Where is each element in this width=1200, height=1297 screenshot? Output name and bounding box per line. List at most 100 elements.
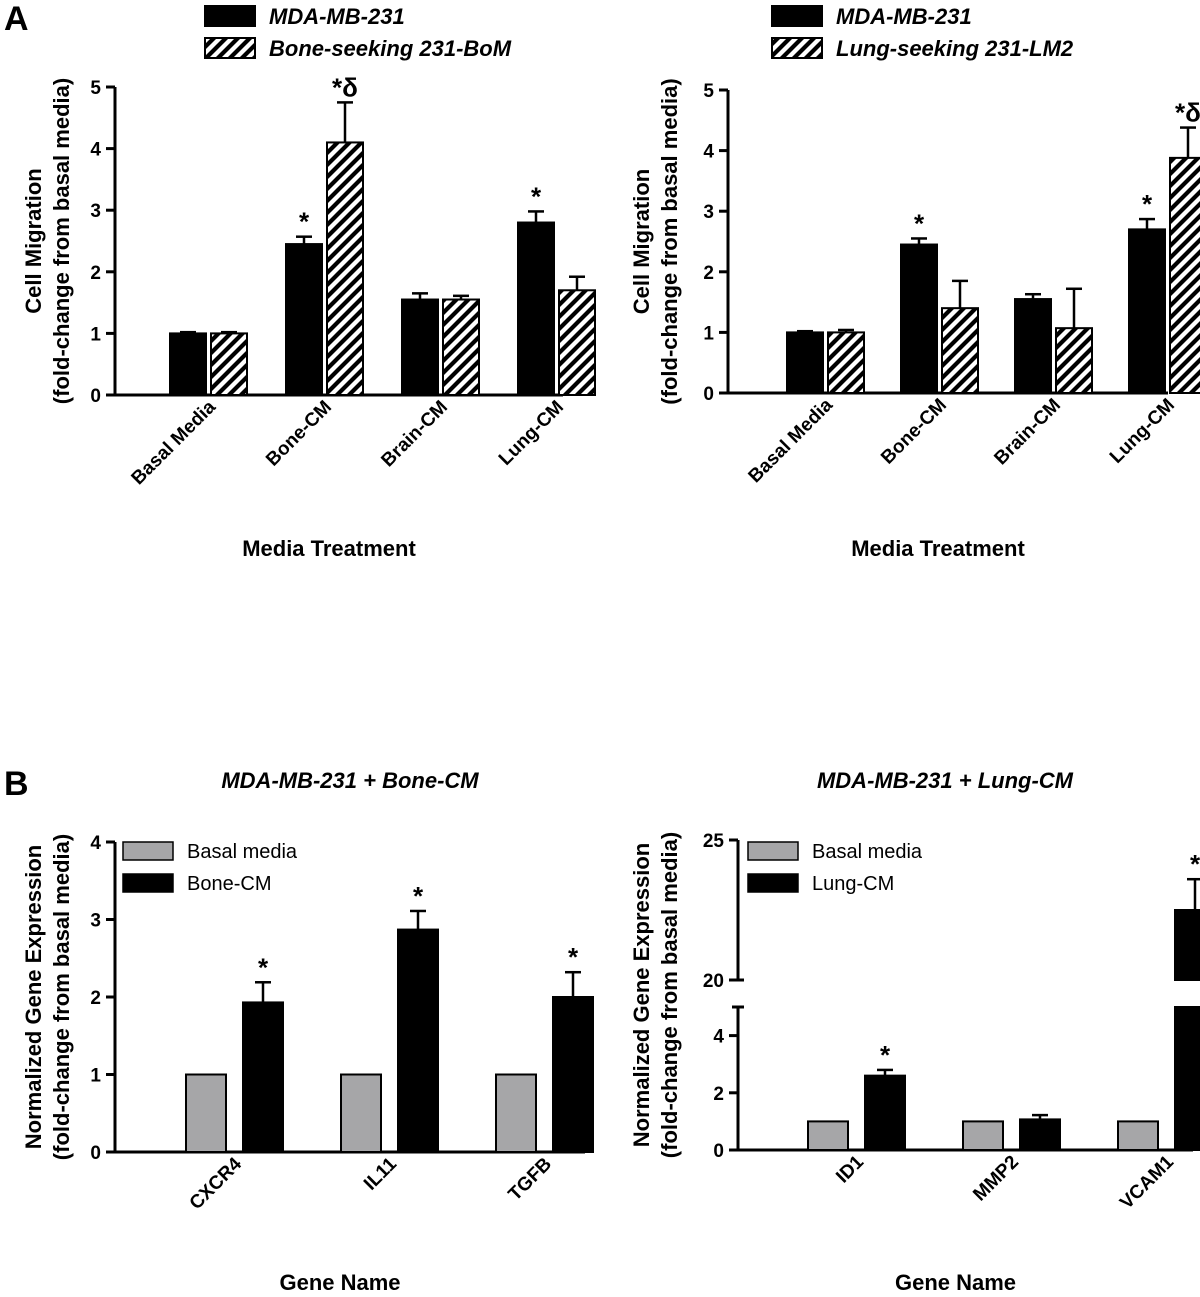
y-tick-label: 4 <box>703 142 714 163</box>
bar <box>1117 1120 1159 1152</box>
y-tick-label: 1 <box>703 323 714 344</box>
bar <box>1055 327 1093 394</box>
y-tick-label: 2 <box>90 263 101 284</box>
legend-label: Lung-CM <box>812 873 894 895</box>
x-axis-title: Gene Name <box>895 1270 1016 1295</box>
bar <box>210 332 248 396</box>
legend-swatch <box>204 5 256 27</box>
significance-label: * <box>531 181 542 211</box>
legend-label: Basal media <box>187 841 298 863</box>
legend-label: MDA-MB-231 <box>269 4 405 29</box>
x-axis-title: Media Treatment <box>242 536 416 561</box>
y-tick-label: 5 <box>703 81 714 102</box>
y-tick-label: 25 <box>703 831 725 852</box>
significance-label: * <box>299 207 310 237</box>
bar <box>495 1073 537 1153</box>
y-tick-label: 2 <box>713 1084 724 1105</box>
bar <box>397 928 439 1154</box>
y-axis-title: Cell Migration <box>21 168 46 313</box>
y-axis-subtitle: (fold-change from basal media) <box>49 78 74 404</box>
significance-label: * <box>258 952 269 982</box>
bar <box>962 1120 1004 1152</box>
x-axis-title: Gene Name <box>279 1270 400 1295</box>
bar <box>242 1001 284 1153</box>
significance-label: * <box>413 881 424 911</box>
category-label: Lung-CM <box>495 397 568 470</box>
bar <box>1169 156 1200 394</box>
panel-label-b: B <box>4 765 29 803</box>
panel-label-a: A <box>4 0 29 38</box>
bar <box>552 996 594 1153</box>
y-tick-label: 3 <box>703 202 714 223</box>
category-label: Basal Media <box>128 396 221 489</box>
category-label: MMP2 <box>969 1152 1023 1206</box>
legend-swatch <box>204 37 256 59</box>
significance-label: * <box>568 942 579 972</box>
y-axis-title: Normalized Gene Expression <box>21 845 46 1149</box>
y-tick-label: 1 <box>90 1066 101 1087</box>
y-tick-label: 2 <box>703 263 714 284</box>
category-label: Brain-CM <box>377 397 452 472</box>
bar <box>558 289 596 396</box>
significance-label: *δ <box>1175 98 1200 128</box>
bar <box>1014 298 1052 395</box>
y-tick-label: 4 <box>90 140 101 161</box>
y-tick-label: 0 <box>703 384 714 405</box>
bar <box>326 141 364 396</box>
category-label: Bone-CM <box>262 397 336 471</box>
legend-label: Bone-seeking 231-BoM <box>269 36 512 61</box>
significance-label: *δ <box>332 72 358 102</box>
category-label: IL11 <box>360 1153 401 1194</box>
bar <box>185 1073 227 1153</box>
bar <box>442 298 480 396</box>
y-axis-title: Normalized Gene Expression <box>629 843 654 1147</box>
bar <box>941 307 979 394</box>
significance-label: * <box>880 1040 891 1070</box>
chart-title: MDA-MB-231 + Lung-CM <box>817 768 1074 793</box>
legend-swatch <box>747 841 799 861</box>
significance-label: * <box>1142 189 1153 219</box>
y-tick-label: 3 <box>90 201 101 222</box>
bar <box>827 331 865 394</box>
y-tick-label: 0 <box>90 386 101 407</box>
category-label: ID1 <box>832 1151 868 1187</box>
bar <box>401 298 439 396</box>
y-tick-label: 3 <box>90 911 101 932</box>
y-tick-label: 4 <box>713 1027 724 1048</box>
y-tick-label: 5 <box>90 78 101 99</box>
x-axis-title: Media Treatment <box>851 536 1025 561</box>
bar <box>169 332 207 396</box>
y-tick-label: 0 <box>713 1141 724 1162</box>
significance-label: * <box>914 208 925 238</box>
bar <box>340 1073 382 1153</box>
category-label: VCAM1 <box>1116 1151 1178 1213</box>
legend-label: Bone-CM <box>187 873 271 895</box>
bar <box>1174 909 1200 981</box>
bar <box>1019 1118 1061 1151</box>
legend-swatch <box>122 873 174 893</box>
bar <box>517 221 555 396</box>
category-label: Basal Media <box>745 394 838 487</box>
legend-swatch <box>771 37 823 59</box>
y-tick-label: 4 <box>90 833 101 854</box>
legend-swatch <box>122 841 174 861</box>
y-tick-label: 20 <box>703 971 724 992</box>
y-tick-label: 0 <box>90 1143 101 1164</box>
y-axis-subtitle: (fold-change from basal media) <box>657 832 682 1158</box>
bar <box>864 1074 906 1152</box>
legend-label: Lung-seeking 231-LM2 <box>836 36 1074 61</box>
legend-swatch <box>771 5 823 27</box>
bar <box>900 243 938 394</box>
legend-label: MDA-MB-231 <box>836 4 972 29</box>
category-label: Brain-CM <box>990 395 1065 470</box>
y-tick-label: 1 <box>90 324 101 345</box>
category-label: Lung-CM <box>1106 395 1179 468</box>
category-label: Bone-CM <box>877 395 951 469</box>
bar <box>786 331 824 394</box>
y-axis-title: Cell Migration <box>629 169 654 314</box>
bar <box>285 243 323 396</box>
bar <box>1128 228 1166 394</box>
category-label: TGFB <box>505 1154 556 1205</box>
legend-swatch <box>747 873 799 893</box>
